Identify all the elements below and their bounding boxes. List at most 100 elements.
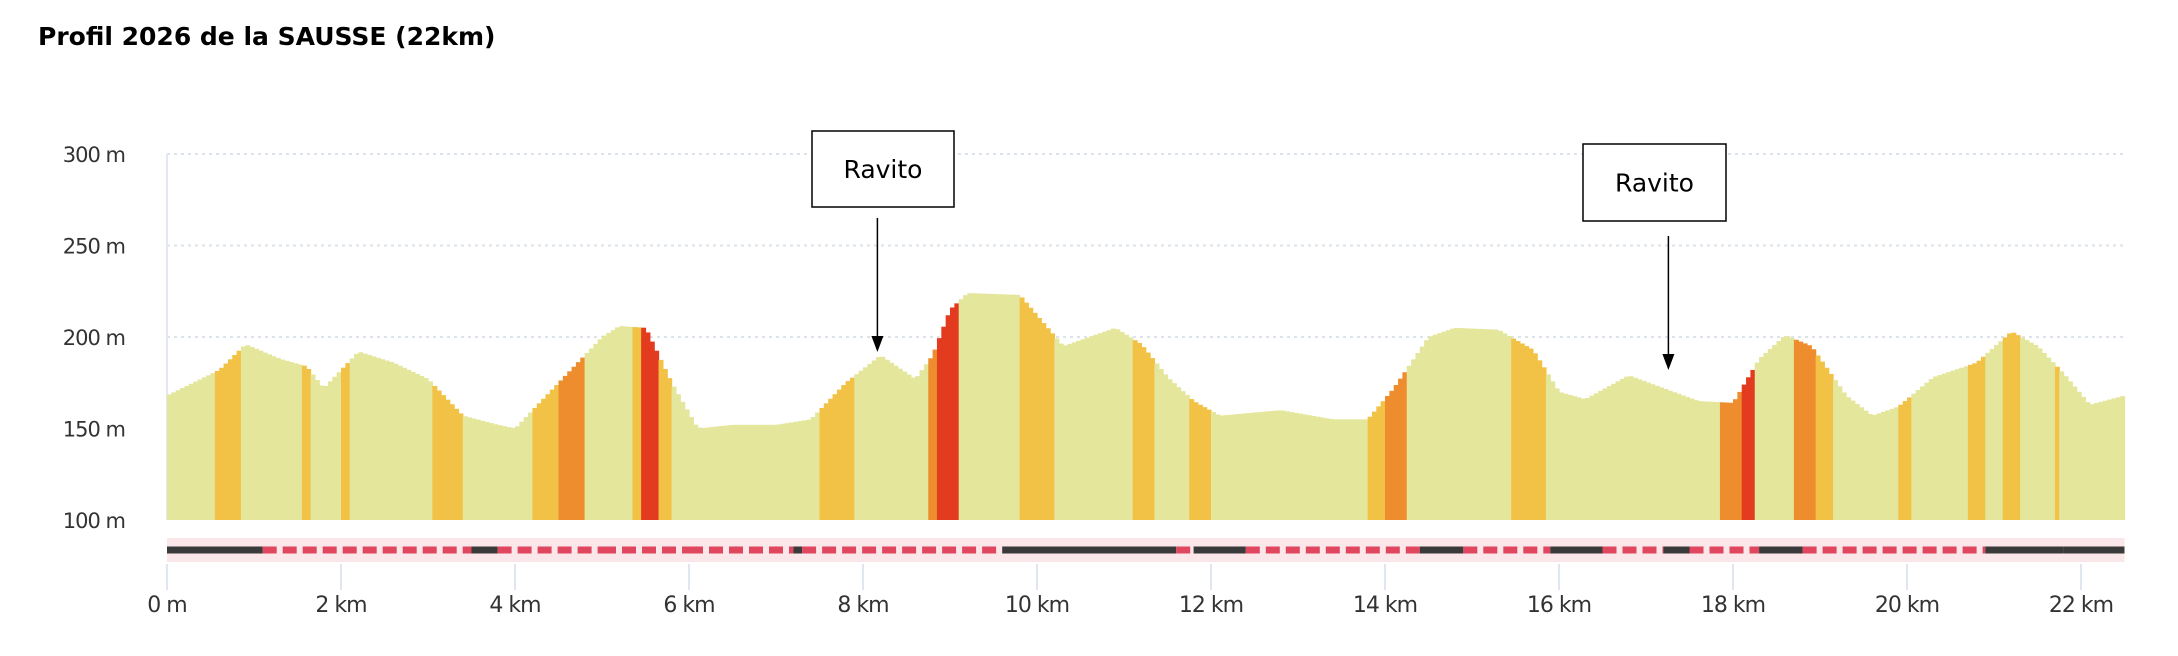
elevation-bar [802,420,808,520]
elevation-bar [1385,396,1390,520]
elevation-bar [1876,413,1882,520]
elevation-bar [1393,385,1399,520]
elevation-bar [1863,410,1869,520]
elevation-bar [284,360,290,520]
elevation-bar [358,352,364,520]
elevation-bar [1398,378,1403,520]
elevation-bar [1737,391,1743,520]
elevation-bar [580,357,586,520]
elevation-bar [206,375,212,520]
elevation-bar [1250,412,1256,520]
elevation-bar [240,346,246,520]
elevation-bar [1302,414,1308,520]
elevation-bar [1472,328,1477,520]
elevation-bar [1345,419,1351,520]
elevation-bar [1071,342,1077,520]
elevation-bar [1628,376,1634,520]
elevation-bar [214,371,220,520]
elevation-bar [893,365,899,520]
elevation-bar [997,294,1003,520]
elevation-bar [1354,419,1360,520]
elevation-bar [254,348,259,520]
elevation-bar [741,424,747,520]
elevation-bar [1711,401,1717,520]
elevation-bar [1872,414,1878,520]
elevation-bar [354,353,359,520]
elevation-bar [1132,340,1138,520]
elevation-bar [745,424,751,520]
elevation-bar [749,424,755,520]
elevation-bar [1141,347,1147,520]
elevation-bar [332,376,338,520]
elevation-bar [1158,369,1164,520]
elevation-bar [767,424,773,520]
elevation-bar [167,394,172,520]
elevation-bar [641,327,647,520]
elevation-bar [532,407,538,520]
elevation-bar [736,424,742,520]
elevation-bar [1145,352,1151,520]
elevation-bar [819,407,825,520]
elevation-bar [758,424,764,520]
elevation-bar [1284,411,1290,520]
elevation-bar [1706,401,1712,520]
elevation-bar [267,354,272,520]
elevation-bar [1519,343,1525,520]
elevation-bar [1885,410,1891,520]
x-tick-label: 20 km [1875,593,1939,618]
elevation-bar [1128,337,1134,520]
elevation-bar [1028,307,1034,520]
elevation-bar [184,385,190,520]
elevation-bar [428,381,433,520]
elevation-bar [232,354,238,520]
elevation-bar [606,332,612,520]
elevation-bar [941,326,947,520]
elevation-bar [1206,409,1212,520]
elevation-bar [719,425,725,520]
elevation-bar [1058,343,1064,520]
elevation-bar [1954,369,1960,520]
elevation-bar [227,359,233,520]
elevation-bar [1432,334,1438,520]
elevation-bar [615,327,620,520]
elevation-bar [936,338,942,520]
elevation-bar [1867,414,1873,520]
elevation-bar [297,364,303,520]
elevation-bar [1924,382,1930,520]
elevation-bar [906,374,912,520]
elevation-bar [1728,402,1734,520]
elevation-bar [519,421,525,520]
elevation-bar [1332,419,1338,520]
elevation-bar [1067,343,1073,520]
elevation-bar [849,377,855,520]
elevation-bar [1228,414,1234,520]
elevation-bar [571,366,577,520]
elevation-bar [375,357,381,520]
elevation-bar [1019,297,1025,520]
elevation-bar [1115,329,1121,520]
elevation-bar [2020,337,2026,520]
elevation-bar [649,341,655,520]
elevation-bar [1654,385,1660,520]
elevation-bar [2063,376,2069,520]
y-tick-label: 250 m [63,235,125,259]
elevation-bar [306,369,312,520]
elevation-bar [1480,329,1486,520]
elevation-bar [436,390,442,520]
elevation-bar [723,425,729,520]
elevation-bar [1850,400,1856,520]
elevation-bar [2107,399,2113,520]
elevation-bar [1641,381,1647,520]
elevation-bar [1263,411,1269,520]
elevation-bar [327,381,333,520]
elevation-bar [1197,404,1203,520]
elevation-bar [497,425,503,520]
elevation-bar [1045,328,1051,520]
elevation-bar [662,369,668,520]
elevation-bar [728,425,734,520]
elevation-bar [884,359,890,520]
elevation-bar [806,419,812,520]
elevation-bar [684,409,690,520]
elevation-bar [1746,377,1751,520]
